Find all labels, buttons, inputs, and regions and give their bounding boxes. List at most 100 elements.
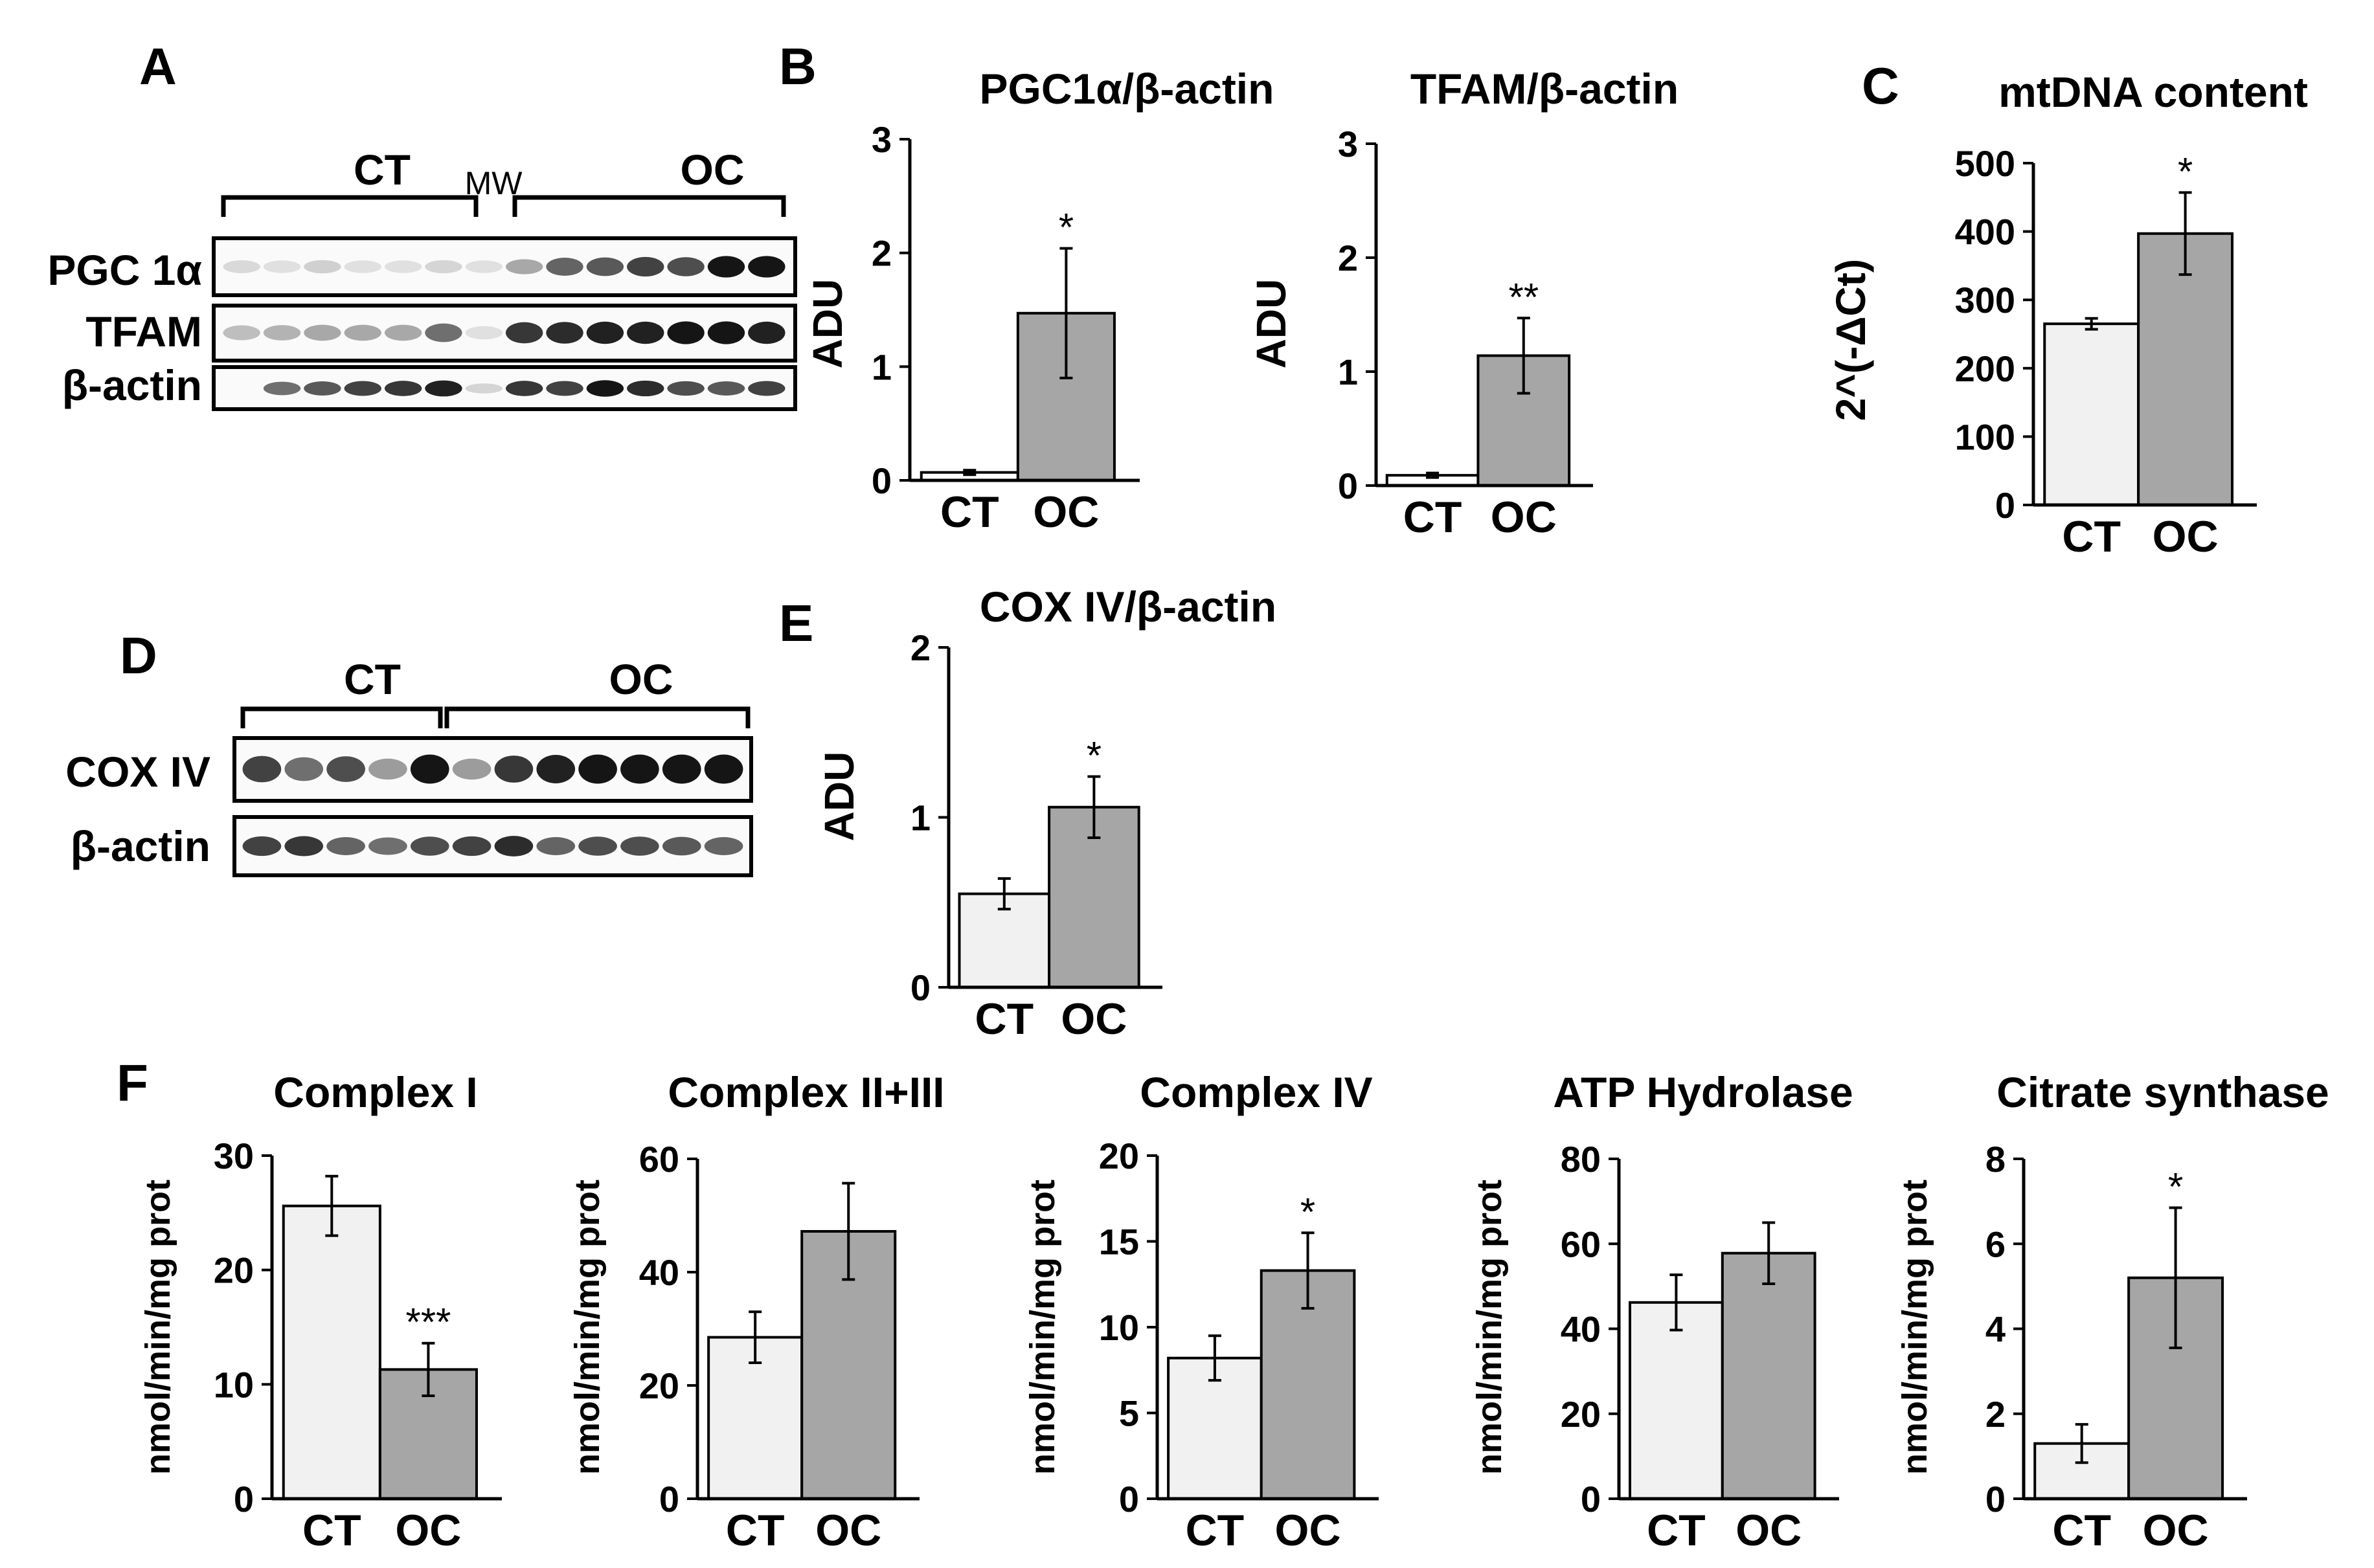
blot-band bbox=[284, 836, 324, 857]
blot-row-label-tfam: TFAM bbox=[85, 308, 202, 355]
blot-band bbox=[465, 326, 503, 340]
y-tick-label: 2 bbox=[1985, 1394, 2006, 1435]
panel-label-e: E bbox=[779, 594, 813, 652]
bands-coxiv bbox=[242, 754, 743, 784]
y-tick-label: 0 bbox=[872, 460, 892, 501]
y-tick-label: 0 bbox=[1119, 1479, 1139, 1519]
chart-complex-iv: Complex IV nmol/min/mg prot CT * OC 0 5 10 15 20 bbox=[1023, 1068, 1379, 1555]
y-tick-label: 20 bbox=[1561, 1394, 1601, 1435]
blot-band bbox=[748, 256, 786, 278]
y-tick-label: 0 bbox=[1581, 1479, 1601, 1519]
y-tick-label: 2 bbox=[1338, 238, 1358, 278]
blot-band bbox=[425, 380, 462, 397]
blot-band bbox=[223, 325, 260, 341]
panel-label-b: B bbox=[779, 38, 817, 95]
chart-title: Complex II+III bbox=[668, 1068, 944, 1116]
blot-band bbox=[304, 324, 341, 341]
blot-band bbox=[465, 260, 503, 273]
blot-band bbox=[667, 257, 705, 276]
blot-band bbox=[662, 754, 701, 784]
significance-marker: * bbox=[2168, 1165, 2183, 1208]
y-tick-label: 10 bbox=[214, 1364, 254, 1405]
blot-band bbox=[505, 322, 543, 344]
bracket-ct-d bbox=[240, 706, 443, 728]
y-tick-label: 15 bbox=[1099, 1222, 1139, 1262]
blot-band bbox=[410, 836, 449, 856]
chart-coxiv: COX IV/β-actin ADU CT * OC 0 1 2 bbox=[816, 583, 1276, 1044]
bar-ct bbox=[282, 1204, 381, 1500]
x-tick-label: OC bbox=[1033, 487, 1099, 537]
panel-label-a: A bbox=[139, 38, 177, 95]
y-tick-label: 5 bbox=[1119, 1393, 1139, 1434]
bracket-oc bbox=[512, 195, 786, 217]
blot-band bbox=[707, 256, 745, 278]
x-tick-label: OC bbox=[815, 1506, 881, 1555]
y-tick-label: 0 bbox=[910, 967, 931, 1008]
chart-mtdna: mtDNA content 2^(-ΔCt) CT * OC 0 100 200 300 400 5… bbox=[1827, 68, 2308, 561]
x-tick-label: CT bbox=[726, 1506, 785, 1555]
x-tick-label: CT bbox=[1403, 493, 1462, 542]
y-tick-label: 40 bbox=[1561, 1309, 1601, 1350]
y-axis-label: nmol/min/mg prot bbox=[568, 1180, 607, 1475]
y-tick-label: 40 bbox=[639, 1252, 679, 1293]
blot-band bbox=[704, 754, 743, 784]
y-tick-label: 80 bbox=[1561, 1139, 1601, 1180]
blot-band bbox=[620, 754, 659, 784]
bands-pgc1a bbox=[223, 256, 786, 278]
blot-band bbox=[536, 837, 576, 855]
x-tick-label: CT bbox=[940, 487, 999, 537]
blot-band bbox=[304, 260, 341, 274]
y-axis-label: nmol/min/mg prot bbox=[1470, 1180, 1509, 1475]
blot-row-label-actin-d: β-actin bbox=[71, 822, 210, 870]
x-tick-label: CT bbox=[1647, 1506, 1706, 1555]
y-tick-label: 6 bbox=[1985, 1224, 2006, 1264]
blot-band bbox=[494, 756, 534, 783]
y-tick-label: 1 bbox=[910, 798, 931, 838]
blot-band bbox=[344, 381, 381, 396]
chart-title: COX IV/β-actin bbox=[980, 583, 1276, 631]
blot-band bbox=[536, 755, 576, 783]
y-axis-label: nmol/min/mg prot bbox=[1023, 1180, 1062, 1475]
chart-pgc1a: PGC1α/β-actin ADU CT * OC 0 1 2 3 bbox=[804, 65, 1274, 537]
panel-label-f: F bbox=[117, 1054, 148, 1112]
y-tick-label: 0 bbox=[1985, 1479, 2006, 1519]
panel-label-d: D bbox=[120, 627, 157, 684]
y-tick-label: 2 bbox=[910, 627, 931, 668]
y-tick-label: 300 bbox=[1955, 280, 2015, 320]
chart-tfam: TFAM/β-actin ADU CT ** OC 0 1 2 3 bbox=[1248, 65, 1679, 542]
y-tick-label: 100 bbox=[1955, 416, 2015, 457]
blot-band bbox=[667, 381, 705, 396]
blot-band bbox=[667, 321, 705, 344]
blot-band bbox=[505, 259, 543, 274]
x-tick-label: OC bbox=[1061, 994, 1127, 1044]
blot-band bbox=[368, 837, 407, 855]
x-tick-label: CT bbox=[302, 1506, 361, 1555]
bar-oc bbox=[1721, 1251, 1816, 1500]
blot-band bbox=[368, 758, 407, 780]
x-tick-label: OC bbox=[1275, 1506, 1341, 1555]
significance-marker: * bbox=[1087, 734, 1102, 778]
blot-band bbox=[326, 837, 365, 855]
blot-band bbox=[284, 757, 324, 781]
y-axis-label: nmol/min/mg prot bbox=[139, 1180, 177, 1475]
blot-band bbox=[627, 256, 664, 277]
blot-band bbox=[263, 325, 301, 341]
chart-complex-ii-iii: Complex II+III nmol/min/mg prot CT OC 0 20 40 6… bbox=[568, 1068, 945, 1555]
blot-band bbox=[263, 260, 301, 273]
blot-band bbox=[425, 323, 462, 342]
y-tick-label: 0 bbox=[659, 1479, 679, 1519]
bar-ct bbox=[2043, 322, 2140, 506]
blot-band bbox=[707, 321, 745, 344]
blot-band bbox=[326, 756, 365, 782]
chart-atp-hydrolase: ATP Hydrolase nmol/min/mg prot CT OC 0 20 40 60… bbox=[1470, 1068, 1853, 1555]
blot-band bbox=[748, 321, 786, 344]
y-tick-label: 3 bbox=[1338, 124, 1358, 164]
blot-band bbox=[586, 321, 624, 344]
chart-title: ATP Hydrolase bbox=[1553, 1068, 1853, 1116]
blot-band bbox=[263, 381, 301, 396]
chart-title: TFAM/β-actin bbox=[1410, 65, 1679, 113]
chart-title: Citrate synthase bbox=[1996, 1068, 2329, 1116]
chart-title: Complex IV bbox=[1140, 1068, 1372, 1116]
group-label-oc: OC bbox=[681, 146, 745, 194]
blot-band bbox=[707, 381, 745, 396]
